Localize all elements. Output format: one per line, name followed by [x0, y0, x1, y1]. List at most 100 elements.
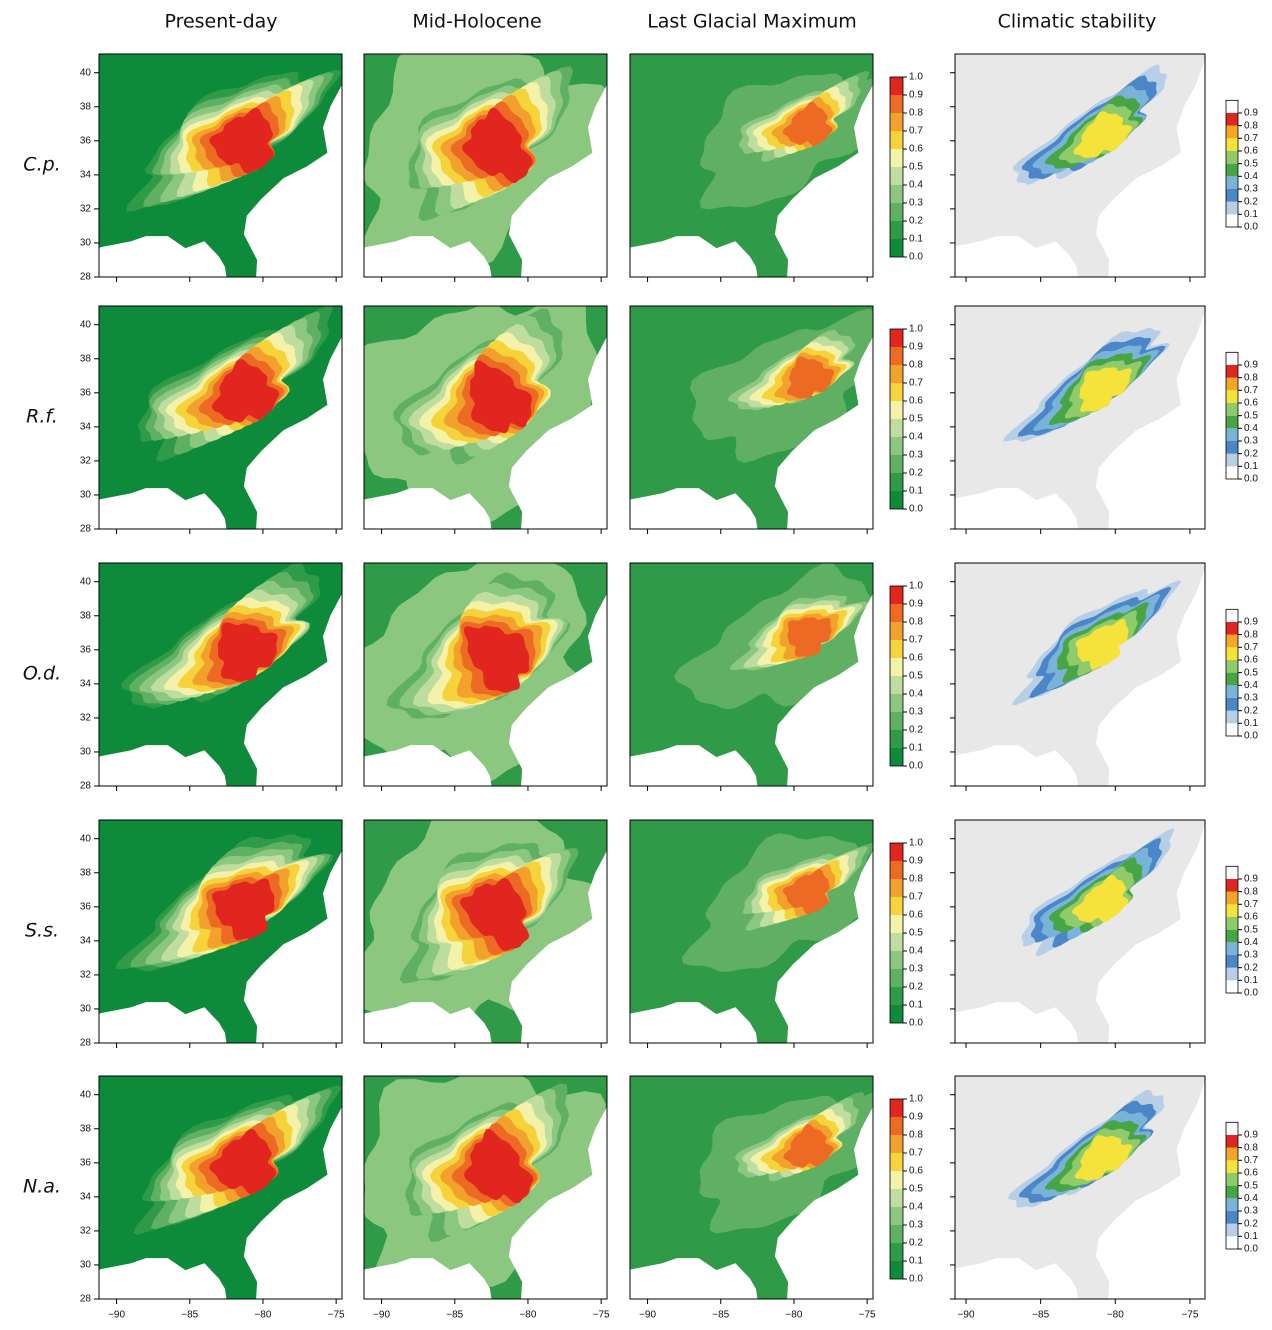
row-label: C.p. [23, 154, 60, 176]
y-tick-label: 38 [80, 867, 92, 878]
colorbar-label: 0.2 [909, 468, 923, 479]
colorbar-bin [890, 203, 903, 221]
colorbar-bin [890, 149, 903, 167]
colorbar-bin [890, 329, 903, 347]
colorbar-bin [1226, 968, 1238, 981]
colorbar-label: 0.1 [909, 1256, 923, 1267]
map-panel [618, 1069, 911, 1307]
map-panel [936, 1069, 1234, 1307]
colorbar-bin [890, 1207, 903, 1225]
y-tick-label: 38 [80, 610, 92, 621]
colorbar-bin [1226, 416, 1238, 429]
colorbar-bin [890, 365, 903, 383]
x-tick-label: −80 [254, 1310, 271, 1321]
colorbar-bin [890, 347, 903, 365]
colorbar-bin [1226, 113, 1238, 126]
colorbar-bin [890, 491, 903, 509]
colorbar-bin [1226, 403, 1238, 416]
map-panel [936, 556, 1234, 794]
colorbar-label: 0.2 [1244, 196, 1258, 207]
colorbar-label: 0.9 [909, 1112, 923, 1123]
colorbar-label: 0.8 [909, 1130, 923, 1141]
colorbar-bin [890, 1099, 903, 1117]
colorbar-bin [1226, 378, 1238, 391]
colorbar-bin [890, 861, 903, 879]
row-label: S.s. [25, 920, 59, 942]
page: Present-dayMid-HoloceneLast Glacial Maxi… [0, 0, 1272, 1330]
y-tick-label: 28 [80, 524, 92, 535]
y-tick-label: 40 [80, 67, 92, 78]
colorbar-bin [890, 622, 903, 640]
colorbar-bin [1226, 904, 1238, 917]
colorbar-bin [1226, 1198, 1238, 1211]
colorbar-label: 0.7 [1244, 899, 1258, 910]
y-tick-label: 34 [80, 422, 92, 433]
colorbar-bin [890, 221, 903, 239]
colorbar-label: 0.4 [1244, 1193, 1258, 1204]
y-tick-label: 32 [80, 713, 92, 724]
colorbar-label: 0.7 [909, 126, 923, 137]
colorbar-label: 0.5 [909, 1184, 923, 1195]
colorbar-label: 0.9 [1244, 874, 1258, 885]
colorbar-label: 0.1 [1244, 209, 1258, 220]
colorbar-bin [1226, 980, 1238, 993]
colorbar-label: 0.4 [909, 432, 923, 443]
colorbar-label: 0.2 [909, 982, 923, 993]
colorbar-bin [1226, 164, 1238, 177]
x-tick-label: −75 [1181, 1310, 1198, 1321]
colorbar-label: 1.0 [909, 72, 923, 83]
colorbar-label: 0.3 [909, 198, 923, 209]
x-tick-label: −75 [859, 1310, 876, 1321]
y-tick-label: 30 [80, 1004, 92, 1015]
colorbar-bin [1226, 1211, 1238, 1224]
colorbar-label: 0.2 [1244, 1218, 1258, 1229]
colorbar-label: 0.6 [909, 396, 923, 407]
colorbar-label: 0.7 [909, 892, 923, 903]
colorbar-label: 0.6 [1244, 1168, 1258, 1179]
map-panel [618, 299, 911, 537]
map-panel [618, 556, 911, 794]
y-tick-label: 34 [80, 170, 92, 181]
colorbar-label: 0.7 [1244, 1155, 1258, 1166]
x-tick-label: −85 [446, 1310, 463, 1321]
y-tick-label: 32 [80, 456, 92, 467]
colorbar-label: 0.6 [909, 910, 923, 921]
colorbar-label: 0.9 [1244, 617, 1258, 628]
colorbar-bin [1226, 151, 1238, 164]
colorbar-label: 0.3 [909, 450, 923, 461]
colorbar-label: 0.9 [1244, 108, 1258, 119]
map-panel [87, 1069, 380, 1307]
y-tick-label: 38 [80, 1123, 92, 1134]
colorbar-label: 0.4 [1244, 937, 1258, 948]
colorbar-label: 0.6 [1244, 655, 1258, 666]
colorbar-bin [1226, 698, 1238, 711]
colorbar-label: 0.8 [909, 108, 923, 119]
x-tick-label: −80 [519, 1310, 536, 1321]
colorbar-bin [1226, 126, 1238, 139]
colorbar-bin [890, 879, 903, 897]
colorbar-bin [890, 604, 903, 622]
y-tick-label: 32 [80, 970, 92, 981]
colorbar-label: 0.4 [1244, 423, 1258, 434]
colorbar-label: 0.0 [909, 1274, 923, 1285]
colorbar-bin [1226, 879, 1238, 892]
y-tick-label: 38 [80, 101, 92, 112]
y-tick-label: 40 [80, 319, 92, 330]
colorbar-bin [1226, 454, 1238, 467]
colorbar-bin [1226, 189, 1238, 202]
colorbar-bin [890, 1153, 903, 1171]
map-panel [87, 47, 380, 285]
colorbar-label: 0.5 [1244, 924, 1258, 935]
colorbar-bin [1226, 955, 1238, 968]
map-panel [328, 526, 645, 794]
column-title: Climatic stability [998, 11, 1157, 33]
x-tick-label: −90 [373, 1310, 390, 1321]
colorbar-label: 0.5 [909, 162, 923, 173]
map-panel [936, 47, 1234, 285]
colorbar-bin [1226, 892, 1238, 905]
y-tick-label: 36 [80, 1157, 92, 1168]
colorbar-label: 0.5 [1244, 158, 1258, 169]
colorbar-bin [890, 167, 903, 185]
colorbar-bin [890, 730, 903, 748]
colorbar-bin [890, 748, 903, 766]
